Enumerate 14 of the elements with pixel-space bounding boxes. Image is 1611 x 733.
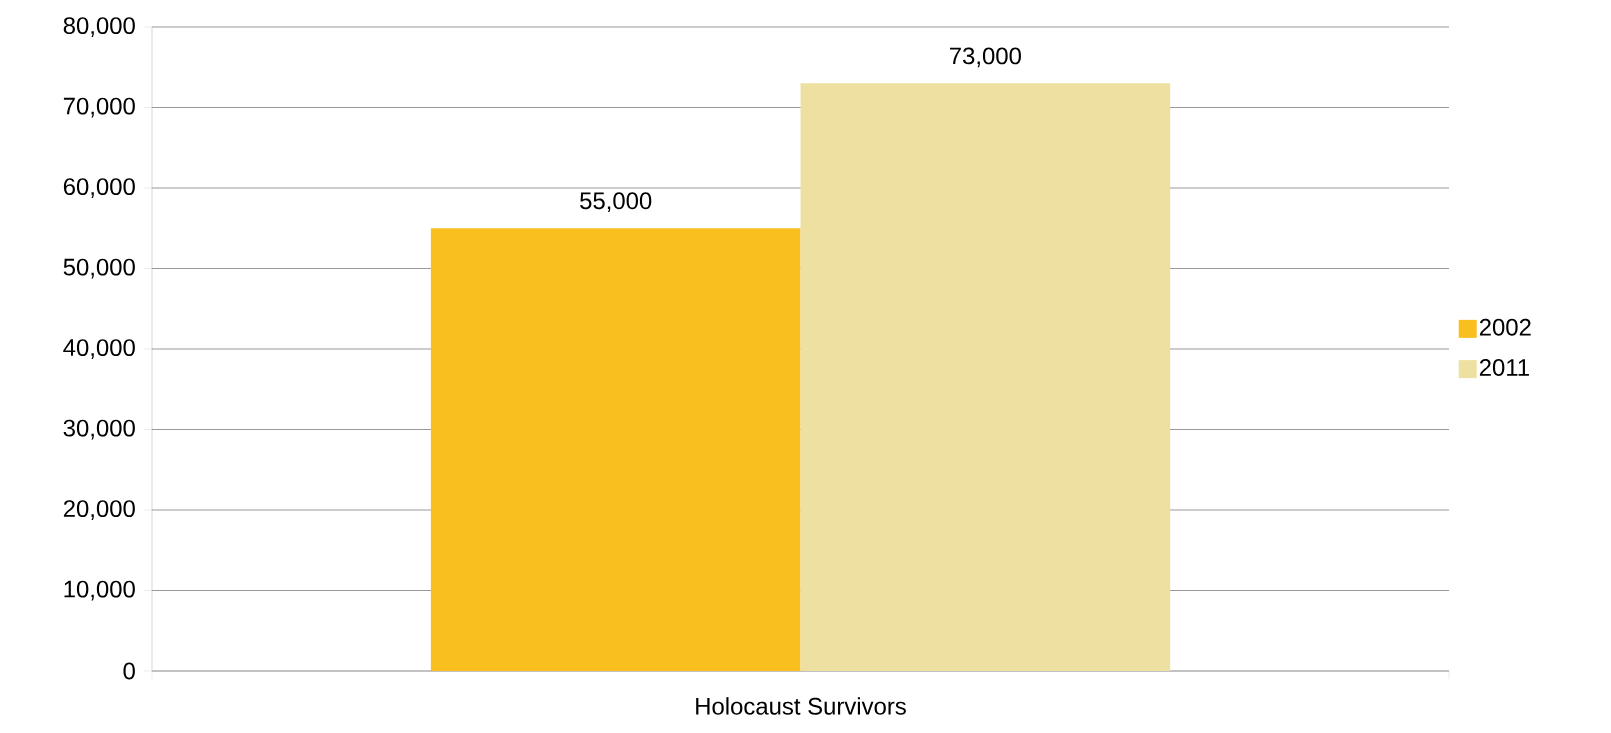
y-tick-label: 70,000 [63,97,135,118]
legend-label: 2011 [1479,359,1529,376]
y-tick-label: 20,000 [63,500,135,520]
y-tick-label: 0 [123,662,135,680]
y-tick-label: 30,000 [63,419,135,440]
y-tick-label: 60,000 [63,178,135,198]
y-tick-label: 50,000 [63,258,135,279]
y-tick-label: 40,000 [63,339,135,359]
data-label: 73,000 [950,47,1021,68]
data-label: 55,000 [580,192,652,213]
y-tick-label: 10,000 [64,580,135,601]
y-tick-label: 80,000 [63,17,135,37]
legend-label: 2002 [1479,318,1531,336]
x-tick-label: Holocaust Survivors [696,697,906,715]
